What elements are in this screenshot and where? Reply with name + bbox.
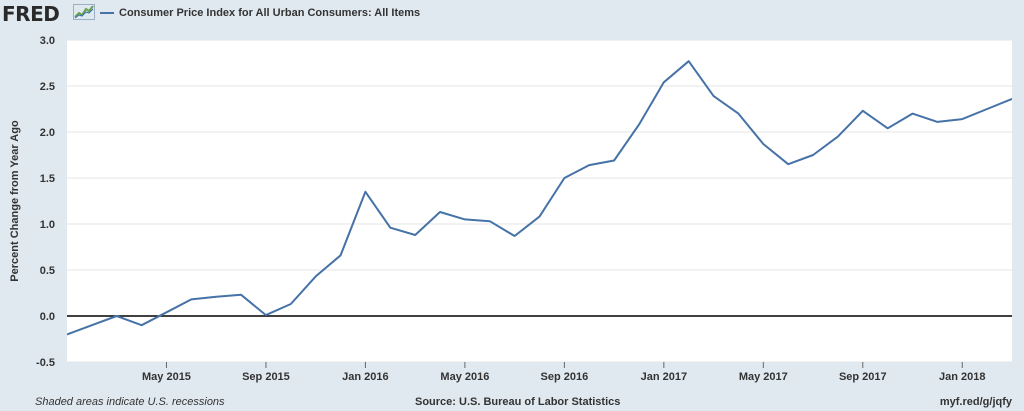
- x-tick-label: May 2017: [739, 371, 788, 383]
- chart-header: FRED Consumer Price Index for All Urban …: [0, 0, 1024, 30]
- source-note[interactable]: Source: U.S. Bureau of Labor Statistics: [415, 396, 621, 408]
- x-tick-label: Jan 2017: [641, 371, 687, 383]
- y-tick-label: 2.5: [40, 81, 55, 93]
- legend-swatch: [100, 12, 114, 14]
- chart-legend[interactable]: Consumer Price Index for All Urban Consu…: [100, 7, 420, 19]
- x-tick-label: Sep 2015: [242, 371, 290, 383]
- recession-note: Shaded areas indicate U.S. recessions: [35, 396, 225, 408]
- y-tick-label: 1.5: [40, 173, 55, 185]
- x-tick-label: Jan 2016: [342, 371, 388, 383]
- y-tick-label: -0.5: [36, 357, 55, 369]
- line-chart[interactable]: [67, 40, 1012, 362]
- y-tick-label: 0.0: [40, 311, 55, 323]
- series-line[interactable]: [67, 60, 1012, 336]
- y-axis-title: Percent Change from Year Ago: [9, 120, 21, 282]
- fred-logo[interactable]: FRED: [2, 2, 60, 26]
- plot-area: [67, 40, 1012, 362]
- y-tick-label: 2.0: [40, 127, 55, 139]
- short-url[interactable]: myf.red/g/jqfy: [939, 396, 1012, 408]
- y-tick-label: 1.0: [40, 219, 55, 231]
- y-tick-label: 3.0: [40, 35, 55, 47]
- trend-line-icon: [73, 4, 95, 20]
- x-tick-label: May 2016: [440, 371, 489, 383]
- x-tick-label: May 2015: [142, 371, 191, 383]
- y-tick-label: 0.5: [40, 265, 55, 277]
- x-tick-label: Jan 2018: [939, 371, 985, 383]
- x-tick-label: Sep 2017: [839, 371, 887, 383]
- x-tick-label: Sep 2016: [541, 371, 589, 383]
- legend-series-label: Consumer Price Index for All Urban Consu…: [119, 7, 421, 19]
